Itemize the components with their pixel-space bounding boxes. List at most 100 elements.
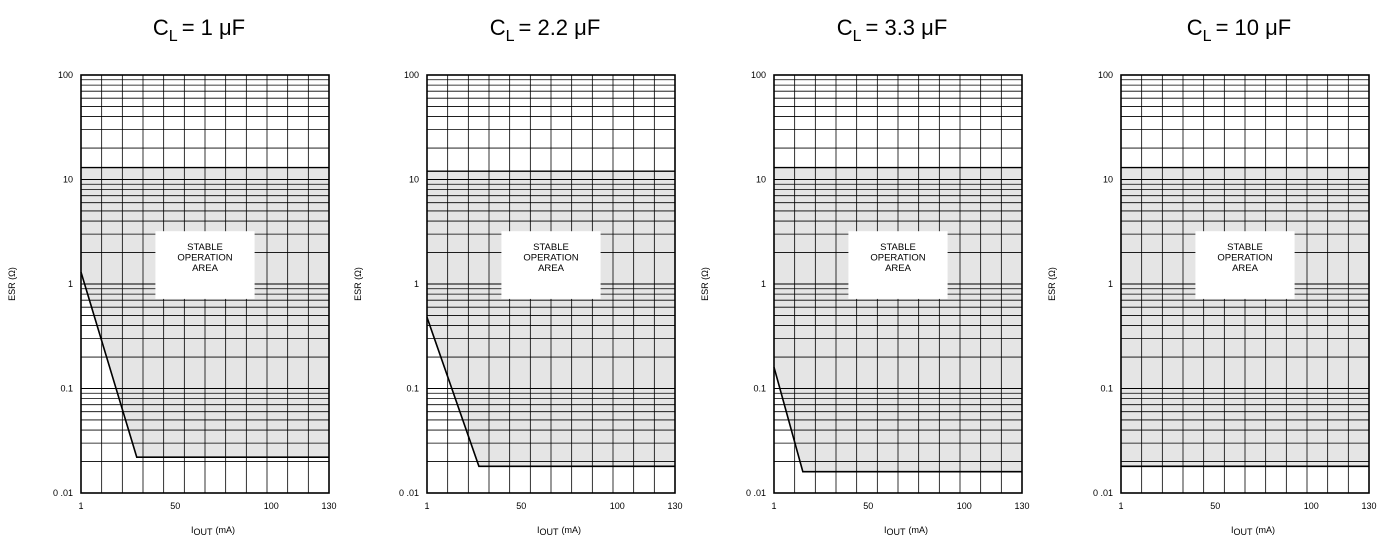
x-tick-label: 50 [863,501,873,511]
region-label-line: STABLE [880,242,916,253]
region-label-line: AREA [192,263,219,274]
stable-lower-boundary [426,317,675,468]
x-axis-label-unit: (mA) [562,525,582,535]
region-label-line: OPERATION [1217,253,1272,264]
y-tick-label: 0 .01 [399,488,419,498]
region-label-box [848,231,948,299]
y-tick-label: 0 .01 [53,488,73,498]
x-axis-label: IOUT (mA) [191,525,235,537]
x-tick-label: 50 [516,501,526,511]
x-tick-label: 1 [78,501,83,511]
x-tick-label: 100 [1304,501,1319,511]
y-tick-label: 100 [751,70,766,80]
chart-title: CL = 2.2 μF [490,15,601,45]
x-axis-label-main: I [884,525,887,535]
y-tick-label: 100 [1098,70,1113,80]
x-axis-label-subscript: OUT [1234,527,1254,537]
plot-frame [1120,74,1370,494]
y-axis-label: ESR (Ω) [7,267,17,301]
region-label-box [1195,231,1295,299]
plot-frame [80,74,330,494]
region-label-line: OPERATION [870,253,925,264]
y-tick-label: 1 [1108,279,1113,289]
x-axis-label-subscript: OUT [194,527,214,537]
x-tick-label: 1 [424,501,429,511]
esr-chart-panel: CL = 3.3 μF STABLE OPERATION AREA 100 10 1 0.1 0 … [693,0,1039,542]
chart-title: CL = 10 μF [1187,15,1291,45]
chart-title-prefix: C [1187,15,1203,40]
region-label-line: STABLE [1227,242,1263,253]
chart-title-value: = 2.2 μF [519,15,601,40]
y-tick-label: 0 .01 [1093,488,1113,498]
x-tick-label: 1 [771,501,776,511]
y-tick-label: 0.1 [60,384,73,394]
region-label-line: OPERATION [177,253,232,264]
region-label-line: STABLE [533,242,569,253]
stable-lower-boundary [773,366,1022,473]
y-tick-label: 10 [756,175,766,185]
y-tick-label: 1 [761,279,766,289]
y-axis-label: ESR (Ω) [353,267,363,301]
y-axis-label: ESR (Ω) [1047,267,1057,301]
y-tick-label: 0.1 [1100,384,1113,394]
region-label-line: OPERATION [523,253,578,264]
x-tick-label: 50 [170,501,180,511]
plot-frame [426,74,676,494]
esr-chart-panel: CL = 2.2 μF STABLE OPERATION AREA 100 10 1 0.1 0 … [346,0,692,542]
chart-title: CL = 3.3 μF [837,15,948,45]
x-tick-label: 100 [610,501,625,511]
chart-title-subscript: L [853,28,862,45]
x-tick-label: 130 [667,501,682,511]
y-tick-label: 100 [404,70,419,80]
x-tick-label: 100 [264,501,279,511]
y-tick-label: 0 .01 [746,488,766,498]
esr-chart-panel: CL = 10 μF STABLE OPERATION AREA 100 10 1 0.1 0 .… [1040,0,1386,542]
y-axis-label: ESR (Ω) [700,267,710,301]
region-label-line: STABLE [187,242,223,253]
x-axis-label: IOUT (mA) [884,525,928,537]
chart-title-prefix: C [837,15,853,40]
chart-title-subscript: L [169,28,178,45]
x-axis-label-main: I [537,525,540,535]
x-axis-label-main: I [191,525,194,535]
region-label-line: AREA [1232,263,1259,274]
y-tick-label: 10 [63,175,73,185]
chart-title-value: = 1 μF [182,15,245,40]
y-tick-label: 1 [68,279,73,289]
region-label-line: AREA [885,263,912,274]
y-tick-label: 1 [414,279,419,289]
y-tick-label: 10 [1103,175,1113,185]
x-axis-label-subscript: OUT [540,527,560,537]
chart-title-value: = 3.3 μF [866,15,948,40]
x-axis-label-subscript: OUT [887,527,907,537]
x-axis-label: IOUT (mA) [1231,525,1275,537]
y-tick-label: 100 [58,70,73,80]
chart-title-subscript: L [506,28,515,45]
x-tick-label: 100 [957,501,972,511]
esr-chart-panel: CL = 1 μF STABLE OPERATION AREA 100 10 1 0.1 0 .0… [0,0,346,542]
x-tick-label: 50 [1210,501,1220,511]
x-tick-label: 1 [1118,501,1123,511]
region-label-box [501,231,601,299]
x-axis-label-main: I [1231,525,1234,535]
chart-title-value: = 10 μF [1216,15,1292,40]
y-tick-label: 0.1 [753,384,766,394]
x-axis-label-unit: (mA) [216,525,236,535]
x-axis-label-unit: (mA) [1256,525,1276,535]
x-tick-label: 130 [1014,501,1029,511]
region-label-box [155,231,255,299]
chart-title: CL = 1 μF [153,15,245,45]
region-label-line: AREA [538,263,565,274]
x-tick-label: 130 [321,501,336,511]
chart-title-prefix: C [490,15,506,40]
x-axis-label-unit: (mA) [909,525,929,535]
y-tick-label: 0.1 [406,384,419,394]
x-tick-label: 130 [1361,501,1376,511]
chart-title-prefix: C [153,15,169,40]
y-tick-label: 10 [409,175,419,185]
stable-lower-boundary [80,271,329,459]
